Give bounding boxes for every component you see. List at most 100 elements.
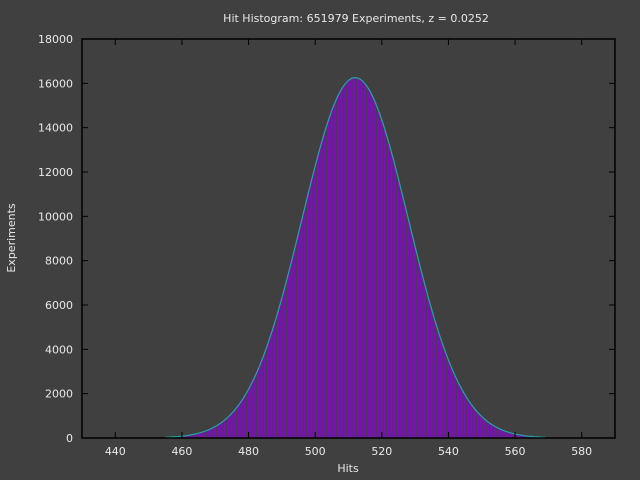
histogram-bar bbox=[403, 205, 406, 438]
histogram-bar bbox=[256, 368, 260, 438]
histogram-bar bbox=[406, 219, 410, 438]
histogram-bar bbox=[183, 435, 187, 438]
histogram-bar bbox=[466, 400, 470, 438]
histogram-bar bbox=[253, 375, 256, 438]
histogram-bar bbox=[296, 233, 300, 438]
y-axis-label: Experiments bbox=[5, 203, 18, 273]
histogram-bar bbox=[330, 110, 333, 438]
histogram-bar bbox=[410, 233, 413, 438]
histogram-bar bbox=[366, 88, 370, 438]
x-tick-label: 440 bbox=[105, 445, 126, 458]
histogram-bars bbox=[166, 77, 543, 439]
histogram-bar bbox=[393, 165, 396, 438]
histogram-bar bbox=[303, 205, 306, 438]
histogram-bar bbox=[333, 102, 336, 438]
histogram-bar bbox=[390, 153, 393, 438]
histogram-bar bbox=[476, 413, 480, 438]
histogram-bar bbox=[443, 351, 446, 438]
histogram-bar bbox=[456, 382, 460, 438]
histogram-bar bbox=[210, 428, 213, 438]
y-tick-label: 10000 bbox=[38, 210, 73, 223]
histogram-bar bbox=[336, 94, 340, 438]
histogram-bar bbox=[473, 409, 476, 438]
histogram-bar bbox=[483, 419, 486, 438]
histogram-bar bbox=[436, 331, 440, 438]
histogram-bar bbox=[383, 130, 386, 438]
y-tick-label: 0 bbox=[66, 432, 73, 445]
histogram-bar bbox=[246, 389, 250, 438]
histogram-bar bbox=[220, 422, 223, 438]
x-tick-label: 480 bbox=[238, 445, 259, 458]
histogram-bar bbox=[310, 178, 313, 439]
histogram-bar bbox=[193, 434, 197, 438]
histogram-bar bbox=[213, 426, 217, 438]
histogram-bar bbox=[230, 413, 233, 438]
x-tick-label: 580 bbox=[571, 445, 592, 458]
y-tick-label: 6000 bbox=[45, 299, 73, 312]
histogram-bar bbox=[273, 321, 276, 438]
histogram-bar bbox=[323, 130, 326, 438]
histogram-bar bbox=[250, 382, 253, 438]
histogram-bar bbox=[176, 436, 180, 438]
histogram-bar bbox=[380, 119, 383, 439]
histogram-bar bbox=[430, 309, 433, 438]
histogram-bar bbox=[200, 432, 203, 438]
histogram-bar bbox=[463, 395, 466, 438]
histogram-bar bbox=[276, 309, 280, 438]
histogram-bar bbox=[206, 429, 210, 438]
histogram-bar bbox=[480, 416, 483, 438]
histogram-bar bbox=[353, 77, 356, 438]
histogram-bar bbox=[446, 360, 450, 438]
histogram-bar bbox=[423, 285, 426, 438]
histogram-bar bbox=[526, 436, 530, 438]
histogram-bar bbox=[453, 375, 456, 438]
histogram-bar bbox=[300, 219, 303, 438]
x-tick-label: 460 bbox=[171, 445, 192, 458]
fit-curve bbox=[165, 76, 546, 438]
histogram-bar bbox=[503, 431, 506, 438]
histogram-bar bbox=[420, 273, 423, 438]
histogram-bar bbox=[413, 246, 416, 438]
histogram-bar bbox=[516, 434, 520, 438]
histogram-bar bbox=[396, 178, 400, 439]
x-tick-label: 560 bbox=[505, 445, 526, 458]
histogram-bar bbox=[316, 153, 320, 438]
x-axis-ticks: 440 460 480 500 520 540 560 580 bbox=[105, 39, 592, 458]
histogram-bar bbox=[240, 400, 243, 438]
histogram-bar bbox=[260, 360, 263, 438]
histogram-bar bbox=[236, 405, 240, 438]
histogram-bar bbox=[360, 80, 363, 439]
histogram-bar bbox=[313, 165, 316, 438]
chart-title: Hit Histogram: 651979 Experiments, z = 0… bbox=[223, 12, 489, 25]
histogram-bar bbox=[530, 436, 533, 438]
histogram-bar bbox=[286, 273, 290, 438]
histogram-bar bbox=[343, 83, 346, 439]
histogram-bar bbox=[500, 429, 503, 438]
histogram-bar bbox=[460, 389, 463, 438]
histogram-bar bbox=[266, 341, 270, 438]
histogram-bar bbox=[416, 259, 420, 438]
histogram-bar bbox=[433, 321, 436, 438]
histogram-bar bbox=[196, 433, 200, 438]
histogram-bar bbox=[346, 80, 350, 439]
x-axis-label: Hits bbox=[337, 462, 359, 475]
x-tick-label: 540 bbox=[438, 445, 459, 458]
histogram-bar bbox=[280, 298, 283, 438]
histogram-bar bbox=[306, 192, 310, 438]
plot-frame bbox=[81, 38, 616, 439]
x-tick-label: 520 bbox=[371, 445, 392, 458]
histogram-bar bbox=[376, 110, 380, 438]
histogram-bar bbox=[290, 259, 293, 438]
histogram-bar bbox=[243, 395, 246, 438]
histogram-bar bbox=[223, 419, 227, 438]
y-tick-label: 4000 bbox=[45, 343, 73, 356]
histogram-bar bbox=[370, 94, 373, 438]
histogram-bar bbox=[263, 351, 266, 438]
histogram-bar bbox=[373, 102, 376, 438]
histogram-bar bbox=[203, 431, 207, 438]
histogram-bar bbox=[186, 435, 190, 438]
histogram-bar bbox=[496, 428, 500, 438]
y-tick-label: 18000 bbox=[38, 33, 73, 46]
histogram-bar bbox=[510, 433, 513, 438]
histogram-bar bbox=[400, 192, 403, 438]
